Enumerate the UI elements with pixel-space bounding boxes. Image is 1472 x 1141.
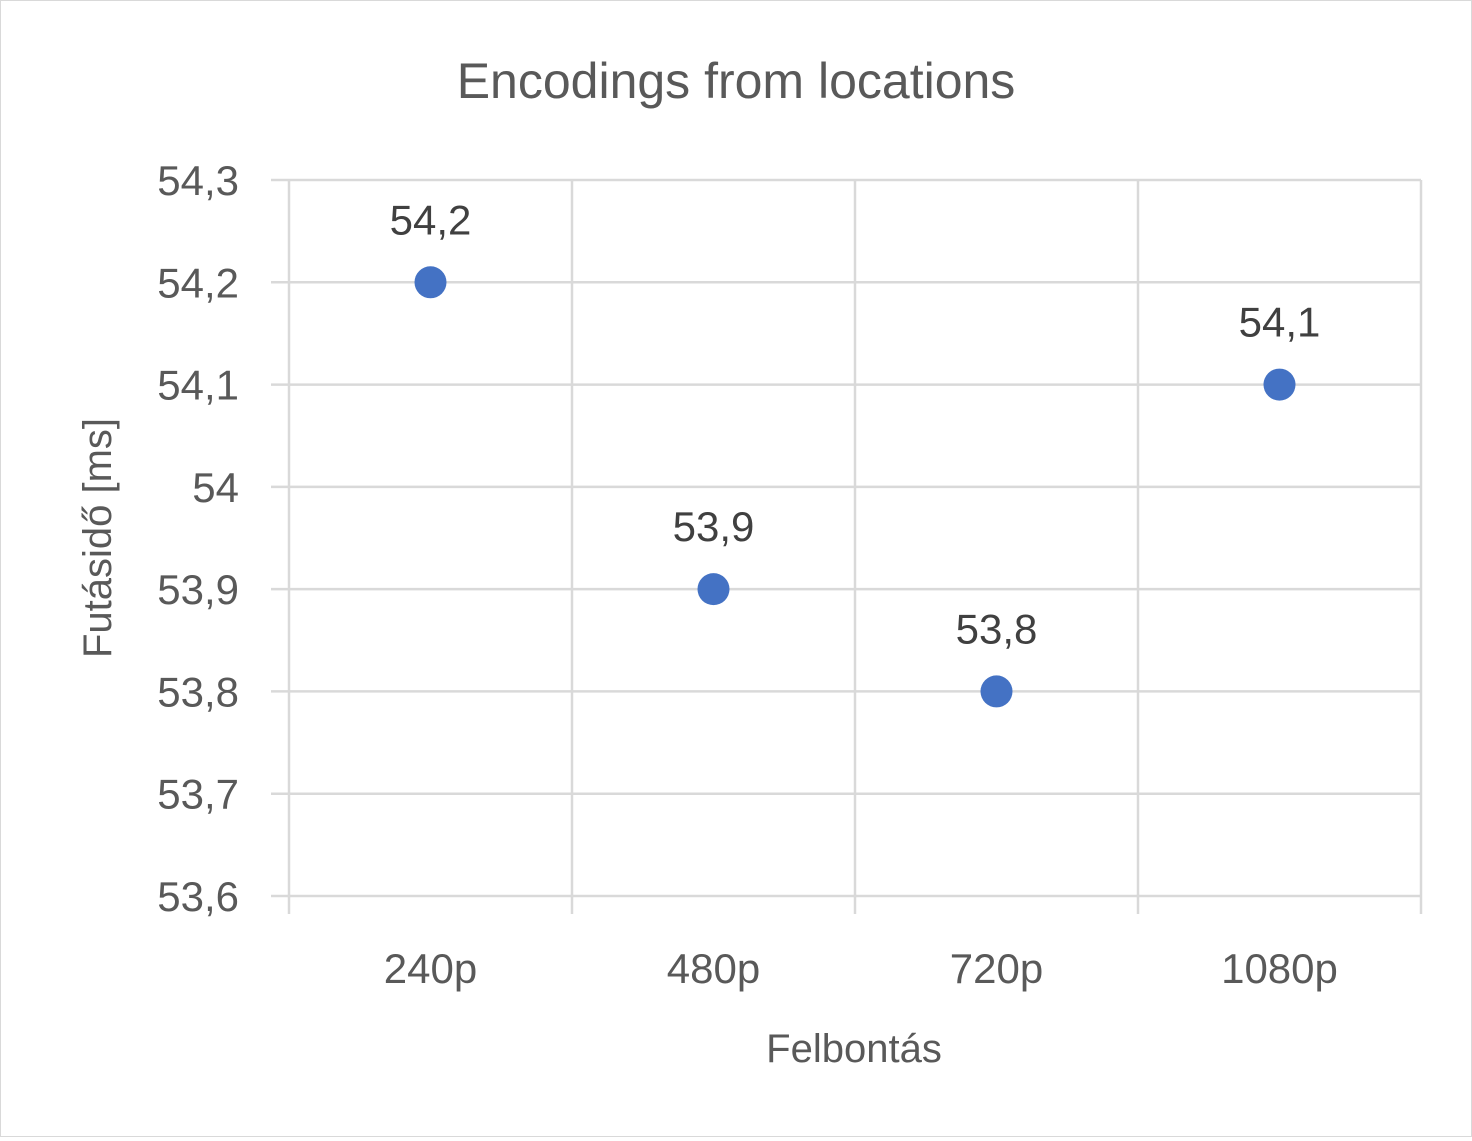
x-tick-label: 720p xyxy=(950,945,1043,992)
data-point xyxy=(697,573,730,606)
x-tick-label: 1080p xyxy=(1221,945,1338,992)
y-tick-label: 54,1 xyxy=(157,362,239,409)
y-tick-label: 53,7 xyxy=(157,771,239,818)
y-axis-title: Futásidő [ms] xyxy=(76,418,120,658)
x-tick-labels: 240p 480p 720p 1080p xyxy=(384,945,1338,992)
axis-layer xyxy=(271,178,1423,914)
data-points xyxy=(414,266,1296,708)
y-tick-label: 53,9 xyxy=(157,566,239,613)
data-point xyxy=(1263,368,1296,401)
y-tick-label: 54 xyxy=(192,464,239,511)
y-tick-label: 54,3 xyxy=(157,157,239,204)
x-axis-title: Felbontás xyxy=(766,1027,942,1071)
data-label: 53,8 xyxy=(956,605,1038,652)
data-label: 54,1 xyxy=(1239,299,1321,346)
data-labels: 54,2 53,9 53,8 54,1 xyxy=(390,196,1321,652)
data-point xyxy=(980,675,1013,708)
data-label: 53,9 xyxy=(673,503,755,550)
y-tick-label: 53,6 xyxy=(157,873,239,920)
grid-layer xyxy=(287,178,1423,896)
y-tick-label: 54,2 xyxy=(157,259,239,306)
y-tick-labels: 53,6 53,7 53,8 53,9 54 54,1 54,2 54,3 xyxy=(157,157,239,920)
x-tick-label: 240p xyxy=(384,945,477,992)
data-point xyxy=(414,266,447,299)
data-label: 54,2 xyxy=(390,196,472,243)
y-tick-label: 53,8 xyxy=(157,668,239,715)
chart-title: Encodings from locations xyxy=(457,53,1016,109)
x-tick-label: 480p xyxy=(667,945,760,992)
